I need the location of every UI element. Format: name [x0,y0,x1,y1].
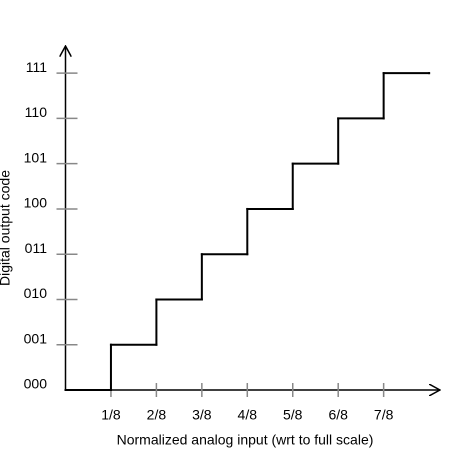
x-tick-label: 5/8 [283,407,303,423]
y-tick-label: 001 [24,330,48,346]
y-tick-label: 111 [26,59,47,75]
y-tick-label: 101 [24,149,48,165]
y-axis-label: Digital output code [0,170,13,286]
x-tick-label: 7/8 [374,407,394,423]
y-tick-label: 011 [25,240,48,256]
y-tick-label: 010 [24,285,48,301]
x-axis-label: Normalized analog input (wrt to full sca… [117,432,374,448]
x-tick-label: 1/8 [101,407,121,423]
x-tick-label: 6/8 [328,407,348,423]
y-tick-label: 100 [24,195,48,211]
x-tick-label: 3/8 [192,407,212,423]
y-tick-label: 000 [24,376,48,392]
x-tick-label: 4/8 [238,407,258,423]
y-tick-label: 110 [25,104,48,120]
x-tick-label: 2/8 [147,407,167,423]
